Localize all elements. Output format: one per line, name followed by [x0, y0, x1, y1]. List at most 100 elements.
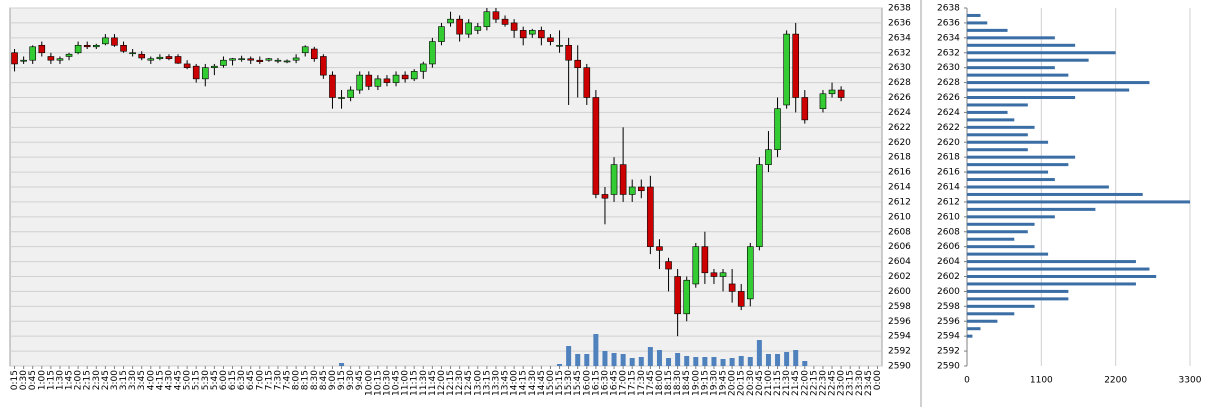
- x-tick-label: 8:30: [310, 370, 320, 390]
- candle-body: [665, 261, 672, 270]
- x-tick-label: 18:45: [682, 370, 692, 396]
- candle-body: [538, 30, 545, 39]
- x-tick-label: 14:30: [528, 370, 538, 396]
- volume-bar: [647, 347, 653, 366]
- candle-body: [129, 52, 136, 55]
- y-tick-label: 2610: [937, 212, 960, 222]
- volume-bar: [675, 353, 681, 366]
- candle-body: [674, 276, 681, 315]
- candle-body: [792, 33, 800, 98]
- x-tick-label: 4:00: [146, 370, 156, 390]
- x-tick-label: 16:00: [582, 370, 592, 396]
- y-tick-label: 2608: [937, 227, 960, 237]
- x-tick-label: 17:15: [628, 370, 638, 396]
- x-tick-label: 19:00: [691, 370, 701, 396]
- x-tick-label: 22:45: [828, 370, 838, 396]
- x-tick-label: 21:00: [764, 370, 774, 396]
- candle-body: [274, 59, 282, 62]
- x-tick-label: 9:45: [355, 370, 365, 390]
- candle-body: [701, 246, 709, 274]
- y-tick-label: 2604: [888, 257, 911, 267]
- x-tick-label: 3:15: [119, 370, 129, 390]
- candle-body: [292, 57, 300, 61]
- x-tick-label: 15:15: [555, 370, 565, 396]
- x-tick-label: 20:00: [728, 370, 738, 396]
- x-tick-label: 9:15: [337, 370, 347, 390]
- candle-body: [265, 58, 273, 61]
- candle-body: [338, 97, 345, 99]
- volume-bar: [747, 357, 753, 366]
- y-tick-label: 2596: [937, 317, 960, 327]
- x-tick-label: 17:45: [646, 370, 656, 396]
- volume-bar: [702, 357, 708, 366]
- candle-body: [647, 186, 654, 247]
- x-tick-label: 20:45: [755, 370, 765, 396]
- profile-bar: [967, 163, 1069, 167]
- candle-body: [429, 41, 436, 65]
- x-tick-label: 16:30: [600, 370, 610, 396]
- x-tick-label: 3:30: [128, 370, 138, 390]
- volume-bar: [566, 346, 572, 366]
- x-tick-label: 20:15: [737, 370, 747, 396]
- volume-bar: [765, 354, 771, 366]
- candle-body: [83, 44, 91, 48]
- candle-body: [565, 44, 572, 61]
- candle-body: [465, 22, 473, 35]
- candle-body: [710, 272, 718, 277]
- y-tick-label: 2632: [937, 48, 960, 58]
- y-tick-label: 2622: [937, 123, 960, 133]
- profile-bar: [967, 170, 1049, 174]
- x-tick-label: 0:30: [19, 370, 29, 390]
- x-tick-label: 12:15: [446, 370, 456, 396]
- x-tick-label: 10:30: [382, 370, 392, 396]
- profile-bar: [967, 334, 973, 338]
- volume-bar: [620, 354, 626, 366]
- y-tick-label: 2604: [937, 257, 960, 267]
- x-tick-label: 23:45: [864, 370, 874, 396]
- x-tick-label: 1100: [1030, 376, 1053, 386]
- candle-body: [819, 93, 827, 109]
- profile-bar: [967, 319, 998, 323]
- profile-bar: [967, 267, 1150, 271]
- volume-bar: [784, 352, 790, 366]
- volume-bar: [584, 354, 590, 366]
- candle-body: [438, 26, 445, 42]
- profile-bar: [967, 36, 1055, 40]
- y-tick-label: 2614: [937, 183, 960, 193]
- candle-body: [301, 46, 309, 54]
- x-tick-label: 3:45: [137, 370, 147, 390]
- profile-bar: [967, 252, 1049, 256]
- candle-body: [574, 59, 582, 68]
- y-tick-label: 2620: [937, 138, 960, 148]
- x-tick-label: 7:30: [273, 370, 283, 390]
- x-tick-label: 21:30: [782, 370, 792, 396]
- candle-body: [474, 26, 482, 31]
- candle-body: [347, 89, 354, 98]
- profile-bar: [967, 118, 1015, 122]
- x-tick-label: 8:15: [301, 370, 311, 390]
- x-tick-label: 10:00: [364, 370, 374, 396]
- volume-bar: [638, 357, 644, 366]
- y-tick-label: 2614: [888, 183, 911, 193]
- x-tick-label: 18:15: [664, 370, 674, 396]
- x-tick-label: 16:15: [591, 370, 601, 396]
- volume-bar: [602, 351, 608, 366]
- y-tick-label: 2636: [888, 18, 911, 28]
- profile-bar: [967, 140, 1049, 144]
- x-tick-label: 9:00: [328, 370, 338, 390]
- x-tick-label: 15:30: [564, 370, 574, 396]
- profile-bar: [967, 66, 1055, 70]
- profile-bar: [967, 207, 1096, 211]
- candle-body: [356, 74, 364, 91]
- x-tick-label: 5:15: [192, 370, 202, 390]
- profile-bar: [967, 148, 1028, 152]
- candle-body: [247, 58, 255, 61]
- volume-bar: [693, 357, 699, 366]
- profile-bar: [967, 282, 1136, 286]
- candle-body: [583, 67, 591, 98]
- profile-bar: [967, 178, 1055, 182]
- candle-body: [329, 74, 336, 98]
- candle-body: [147, 58, 155, 61]
- profile-bar: [967, 185, 1109, 189]
